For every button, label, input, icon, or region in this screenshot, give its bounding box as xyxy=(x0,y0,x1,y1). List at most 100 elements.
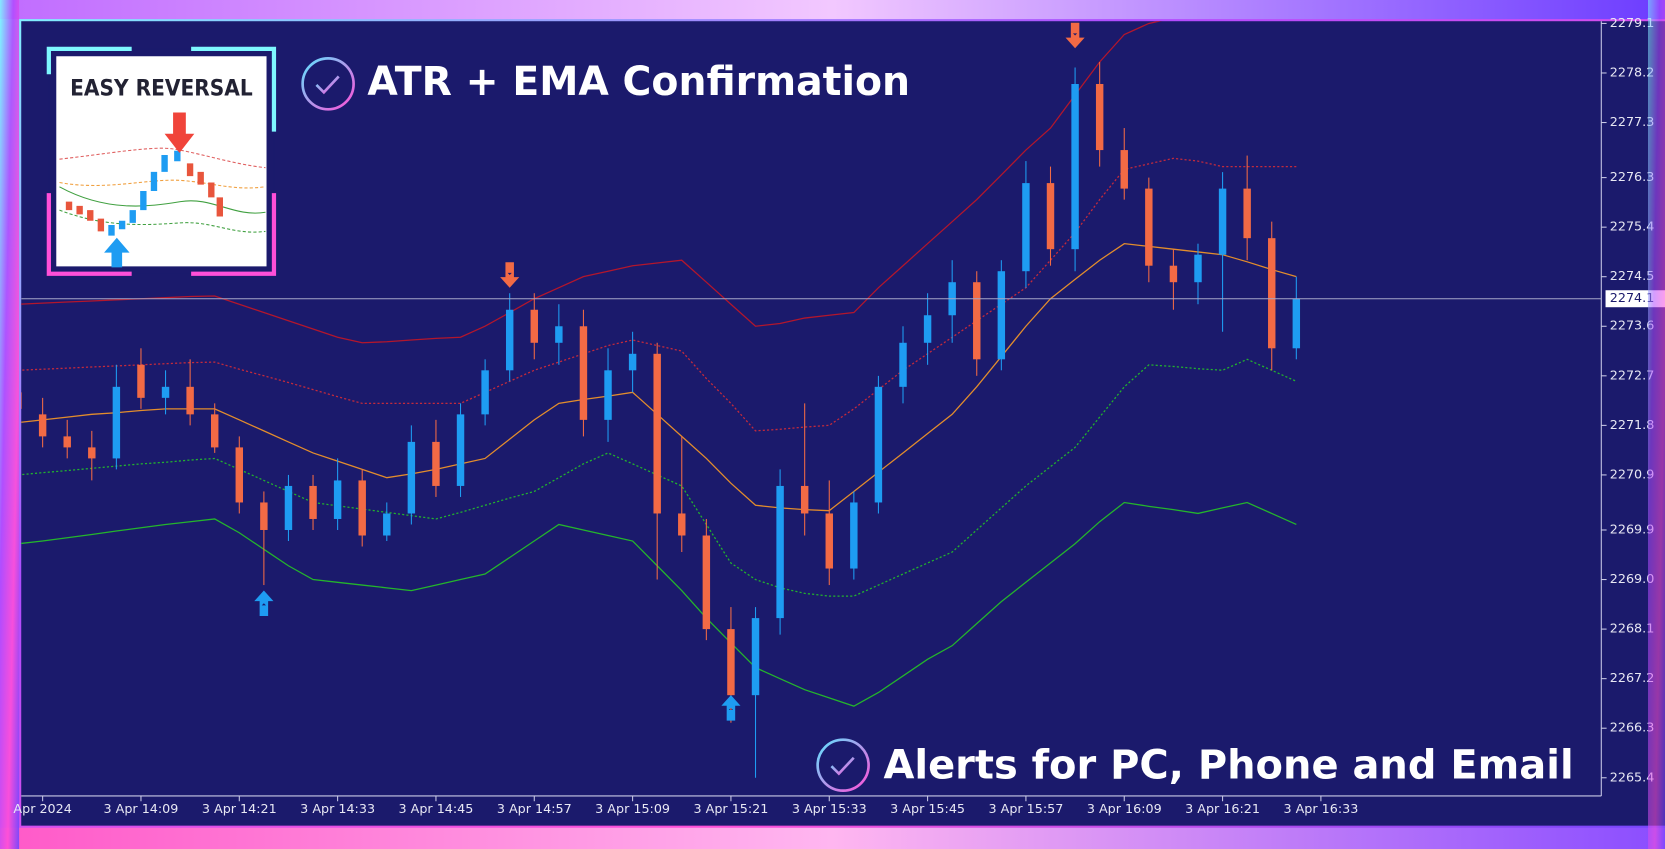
candle-body xyxy=(309,485,317,519)
check-ring xyxy=(816,738,870,792)
check-mark xyxy=(830,756,855,776)
badge: EASY REVERSAL xyxy=(46,46,277,276)
candle-body xyxy=(825,513,833,569)
y-tick-label: 2279.1 xyxy=(1610,16,1655,31)
x-tick-label: 3 Apr 14:57 xyxy=(497,802,572,817)
y-tick-label: 2267.2 xyxy=(1610,671,1655,686)
chart-background xyxy=(21,21,1665,826)
candle-body xyxy=(88,447,96,459)
x-tick-label: 3 Apr 15:57 xyxy=(988,802,1063,817)
buy-arrow xyxy=(721,695,741,721)
candle-body xyxy=(923,315,932,343)
badge-title: EASY REVERSAL xyxy=(70,76,253,102)
badge-outline xyxy=(48,48,275,275)
y-tick-label: 2268.1 xyxy=(1610,622,1655,637)
headline-group: ATR + EMA Confirmation xyxy=(301,57,910,111)
candle-body xyxy=(899,342,907,387)
plot-area xyxy=(21,21,1602,778)
candle-body xyxy=(1145,188,1153,266)
price-tag-label: 2274.1 xyxy=(1610,291,1655,306)
x-tick-label: 3 Apr 16:09 xyxy=(1087,802,1162,817)
candle-body xyxy=(235,447,244,503)
top-glow xyxy=(0,0,1665,20)
y-tick-label: 2265.4 xyxy=(1610,770,1655,785)
candle-body xyxy=(358,480,366,536)
x-tick-label: 3 Apr 14:09 xyxy=(104,802,179,817)
candle-body xyxy=(481,370,489,415)
badge-sell-arrow xyxy=(164,112,195,153)
candle-body xyxy=(1194,254,1202,283)
candle-body xyxy=(678,513,686,536)
sell-arrow xyxy=(1065,22,1085,49)
right-glow xyxy=(1648,0,1665,849)
candle-body xyxy=(628,353,637,371)
footer-headline: Alerts for PC, Phone and Email xyxy=(883,741,1573,788)
candle-body xyxy=(505,309,514,371)
candle-body xyxy=(1268,238,1276,349)
left-glow xyxy=(0,0,20,849)
candle-body xyxy=(973,282,981,360)
y-tick-label: 2269.9 xyxy=(1610,522,1655,537)
check-mark xyxy=(315,75,340,95)
indicator-line xyxy=(21,157,1297,432)
candle-body xyxy=(137,364,145,398)
x-tick-label: 3 Apr 16:21 xyxy=(1185,802,1260,817)
footer-headline-group: Alerts for PC, Phone and Email xyxy=(816,738,1574,792)
candle-body xyxy=(874,386,883,503)
x-tick-label: 3 Apr 14:45 xyxy=(399,802,474,817)
candle-body xyxy=(1292,298,1301,349)
candle-body xyxy=(21,392,22,409)
badge-line xyxy=(59,209,266,233)
y-tick-label: 2273.6 xyxy=(1610,319,1655,334)
y-tick-label: 2276.3 xyxy=(1610,170,1655,185)
candle-body xyxy=(260,502,268,530)
candle-body xyxy=(604,370,612,420)
axes: 2279.1 2278.2 2277.3 2276.3 2275.4 2274.5 2273… xyxy=(13,16,1665,817)
badge-line xyxy=(59,186,266,214)
candle-body xyxy=(1169,265,1178,283)
y-tick-label: 2271.8 xyxy=(1610,418,1655,433)
bottom-glow xyxy=(0,827,1665,849)
candle-body xyxy=(210,414,219,448)
buy-arrow xyxy=(254,590,274,617)
candle-body xyxy=(1120,150,1128,189)
y-tick-label: 2278.2 xyxy=(1610,65,1655,80)
candle-body xyxy=(727,629,735,696)
x-tick-label: 3 Apr 14:33 xyxy=(300,802,375,817)
candle-body xyxy=(776,485,784,619)
candle-body xyxy=(1022,183,1030,272)
candle-body xyxy=(579,326,588,420)
candle-body xyxy=(530,309,538,343)
candle-body xyxy=(1243,188,1251,239)
y-tick-label: 2270.9 xyxy=(1610,467,1655,482)
candle-body xyxy=(850,502,858,569)
badge-bracket-bottom xyxy=(46,193,277,276)
x-tick-label: 3 Apr 15:21 xyxy=(694,802,769,817)
headline: ATR + EMA Confirmation xyxy=(367,58,910,105)
check-ring xyxy=(301,57,355,111)
y-tick-label: 2269.0 xyxy=(1610,572,1655,587)
x-tick-label: 3 Apr 15:33 xyxy=(792,802,867,817)
candle-body xyxy=(1046,183,1055,250)
y-tick-label: 2266.3 xyxy=(1610,721,1655,736)
candle-body xyxy=(702,535,711,630)
candle-body xyxy=(407,441,416,514)
sell-arrow xyxy=(500,262,520,288)
x-tick-label: 3 Apr 15:45 xyxy=(890,802,965,817)
candle-body xyxy=(38,414,47,437)
x-tick-label: Apr 2024 xyxy=(13,802,71,817)
candle-body xyxy=(456,414,465,486)
candle-body xyxy=(1218,188,1227,255)
badge-candles xyxy=(108,150,181,236)
x-tick-label: 3 Apr 16:33 xyxy=(1283,802,1358,817)
candle-body xyxy=(63,436,71,448)
candle-body xyxy=(1071,83,1079,250)
candle-body xyxy=(653,353,661,514)
candle-body xyxy=(751,618,760,696)
candle-body xyxy=(432,441,440,486)
y-tick-label: 2277.3 xyxy=(1610,115,1655,130)
y-tick-label: 2275.4 xyxy=(1610,220,1655,235)
y-tick-label: 2272.7 xyxy=(1610,368,1655,383)
candle-body xyxy=(333,480,342,519)
